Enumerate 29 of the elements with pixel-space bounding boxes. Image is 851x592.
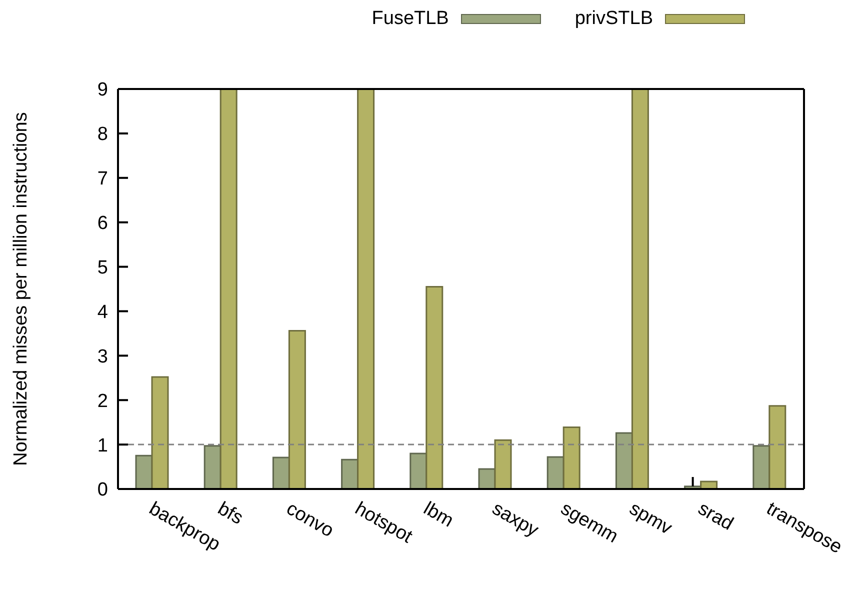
bar [357,89,375,489]
y-axis-title: Normalized misses per million instructions [10,112,32,466]
bar [288,330,306,489]
y-tick-label: 6 [97,213,108,234]
legend-label: FuseTLB [372,8,449,30]
y-tick-label: 8 [97,124,108,146]
bar [562,426,580,489]
bar [494,439,512,489]
bar [410,452,428,489]
y-tick-label: 1 [97,435,108,456]
x-tick-label: spmv [626,498,676,540]
bar [700,480,718,489]
bar [631,89,649,489]
y-tick-label: 4 [97,302,108,323]
bar [426,286,444,489]
x-tick-label: convo [282,498,338,542]
y-tick-label: 3 [97,346,108,368]
bar [220,89,238,489]
y-tick-label: 9 [97,80,108,101]
x-tick-label: bfs [214,498,246,530]
y-tick-label: 7 [97,168,108,190]
legend-label: privSTLB [574,8,653,30]
y-tick-label: 0 [97,480,108,501]
bar [151,376,169,489]
bar [768,405,786,489]
y-tick-label: 2 [97,390,108,412]
x-tick-label: srad [694,498,737,535]
y-tick-label: 5 [97,258,108,279]
x-tick-label: lbm [420,498,457,532]
